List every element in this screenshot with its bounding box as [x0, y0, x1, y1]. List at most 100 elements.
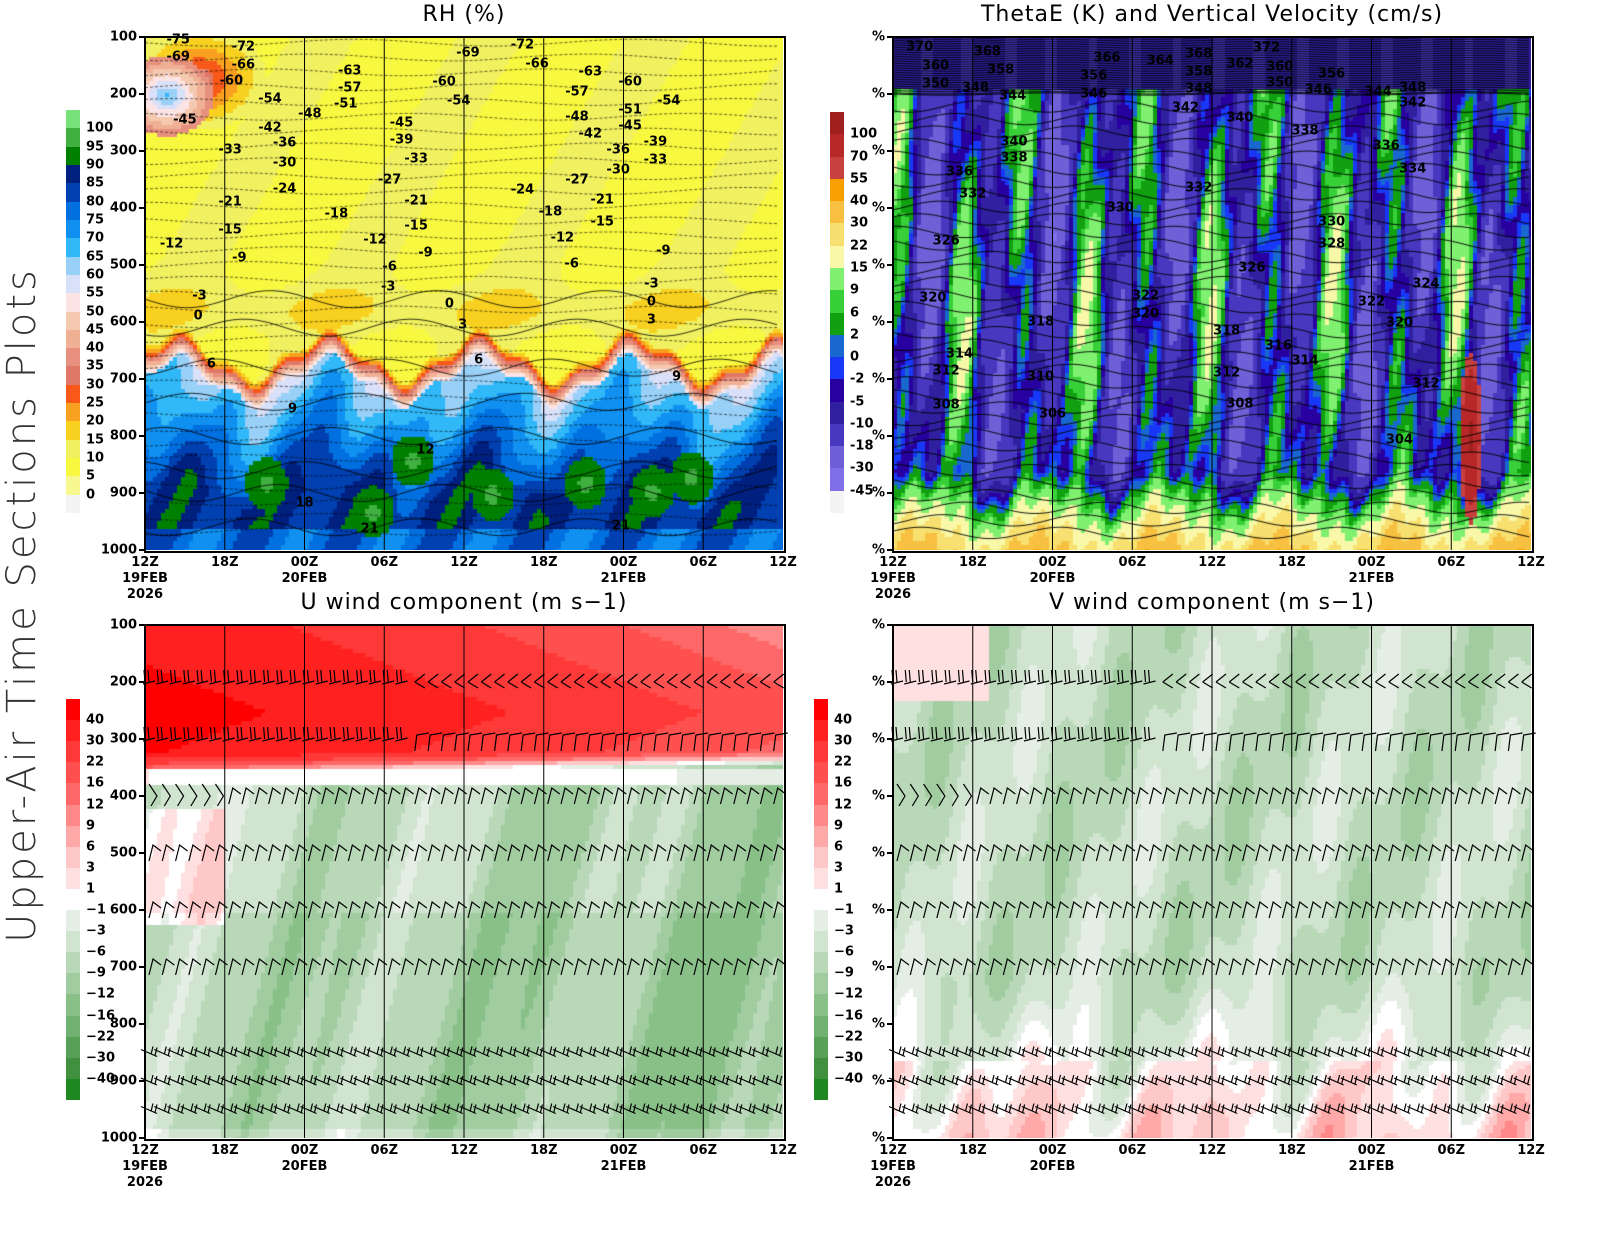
y-tick-label: % — [871, 1016, 885, 1032]
wind-barb — [353, 1074, 371, 1086]
wind-barb — [1202, 957, 1216, 976]
wind-barb — [1348, 900, 1362, 919]
wind-barb — [315, 726, 328, 742]
contour-label: 322 — [1131, 288, 1160, 304]
wind-barb — [592, 1074, 610, 1086]
wind-barb — [507, 786, 521, 805]
colorbar-label: −1 — [86, 902, 106, 918]
date-label: 21FEB — [600, 571, 647, 586]
wind-barb — [1321, 843, 1335, 862]
contour-label: -24 — [510, 182, 535, 198]
wind-barb — [355, 669, 368, 685]
wind-barb — [645, 1103, 663, 1115]
wind-barb — [1428, 957, 1442, 976]
wind-barb — [1215, 786, 1229, 805]
contour-label: 322 — [1357, 294, 1386, 310]
wind-barb — [632, 1074, 650, 1086]
y-tick-mark — [139, 966, 145, 968]
wind-barb — [1162, 732, 1177, 752]
wind-barb — [193, 1103, 211, 1115]
wind-barb — [1268, 843, 1282, 862]
wind-barb — [480, 786, 494, 805]
y-tick-mark — [887, 435, 893, 437]
wind-barb — [286, 1103, 304, 1115]
wind-barb — [233, 1103, 251, 1115]
wind-barb — [1414, 900, 1428, 919]
wind-barb — [659, 1103, 676, 1115]
wind-barb — [1063, 726, 1076, 742]
wind-barb — [228, 786, 242, 805]
wind-barb — [493, 732, 509, 752]
wind-barb — [1055, 957, 1069, 976]
wind-barb — [1433, 1103, 1451, 1115]
wind-barb — [148, 783, 158, 807]
x-tick-label: 18Z — [958, 1143, 987, 1158]
wind-barb — [1175, 957, 1189, 976]
wind-barb — [1348, 957, 1362, 976]
colorbar-swatch — [814, 994, 828, 1017]
contour-label: 308 — [1226, 396, 1254, 412]
wind-barb — [1314, 1074, 1331, 1086]
colorbar-swatch — [814, 741, 828, 763]
thetae-overlay — [972, 37, 1452, 550]
wind-barb — [382, 669, 395, 685]
wind-barb — [507, 732, 522, 752]
wind-barb — [896, 957, 910, 976]
wind-barb — [1088, 1103, 1105, 1115]
wind-barb — [1048, 1046, 1066, 1058]
wind-barb — [167, 1046, 185, 1058]
wind-barb — [1016, 786, 1029, 805]
colorbar-label: 12 — [86, 797, 105, 813]
wind-barb — [254, 843, 268, 862]
wind-barb — [1281, 900, 1295, 919]
contour-label: -21 — [590, 192, 614, 208]
wind-barb — [340, 1103, 357, 1115]
wind-barb — [507, 843, 521, 862]
contour-label: -51 — [333, 96, 358, 112]
contour-label: -69 — [166, 49, 190, 65]
contour-label: 328 — [1318, 236, 1346, 252]
x-tick-label: 18Z — [958, 555, 987, 570]
contour-label: -66 — [525, 56, 549, 72]
wind-barb — [1374, 900, 1388, 919]
wind-barb — [473, 1103, 490, 1115]
wind-barb — [1175, 732, 1191, 752]
wind-barb — [486, 1074, 504, 1086]
wind-barb — [1374, 786, 1388, 805]
wind-barb — [922, 900, 936, 919]
colorbar-swatch — [814, 867, 828, 890]
wind-barb — [706, 957, 720, 976]
wind-barb — [1494, 732, 1510, 752]
y-tick-mark — [887, 681, 893, 683]
colorbar-label: 22 — [86, 754, 105, 770]
wind-barb — [1055, 900, 1069, 919]
contour-label: -42 — [258, 120, 282, 136]
colorbar-swatch — [814, 720, 828, 742]
wind-barb — [653, 900, 667, 919]
wind-barb — [294, 957, 308, 976]
wind-barb — [307, 957, 321, 976]
colorbar-label: −30 — [86, 1050, 115, 1066]
wind-barb — [1374, 957, 1388, 976]
colorbar-swatch — [830, 334, 844, 358]
y-tick-mark — [139, 36, 145, 38]
wind-barb — [962, 843, 976, 862]
colorbar-swatch — [814, 1015, 828, 1038]
x-tick-label: 06Z — [1118, 1143, 1147, 1158]
wind-barb — [268, 843, 281, 862]
wind-barb — [1255, 900, 1269, 919]
wind-barb — [228, 957, 242, 976]
wind-barb — [406, 1046, 424, 1058]
colorbar-swatch — [830, 290, 844, 313]
wind-barb — [547, 843, 561, 862]
wind-barb — [539, 1103, 557, 1115]
colorbar-swatch — [814, 762, 828, 784]
wind-barb — [1069, 957, 1083, 976]
wind-barb — [1388, 957, 1402, 976]
contour-label: 346 — [1304, 82, 1332, 98]
colorbar-label: 95 — [86, 139, 105, 155]
wind-barb — [1037, 669, 1050, 685]
colorbar-label: 75 — [86, 212, 105, 228]
wind-barb — [1135, 843, 1149, 862]
wind-barb — [613, 900, 627, 919]
